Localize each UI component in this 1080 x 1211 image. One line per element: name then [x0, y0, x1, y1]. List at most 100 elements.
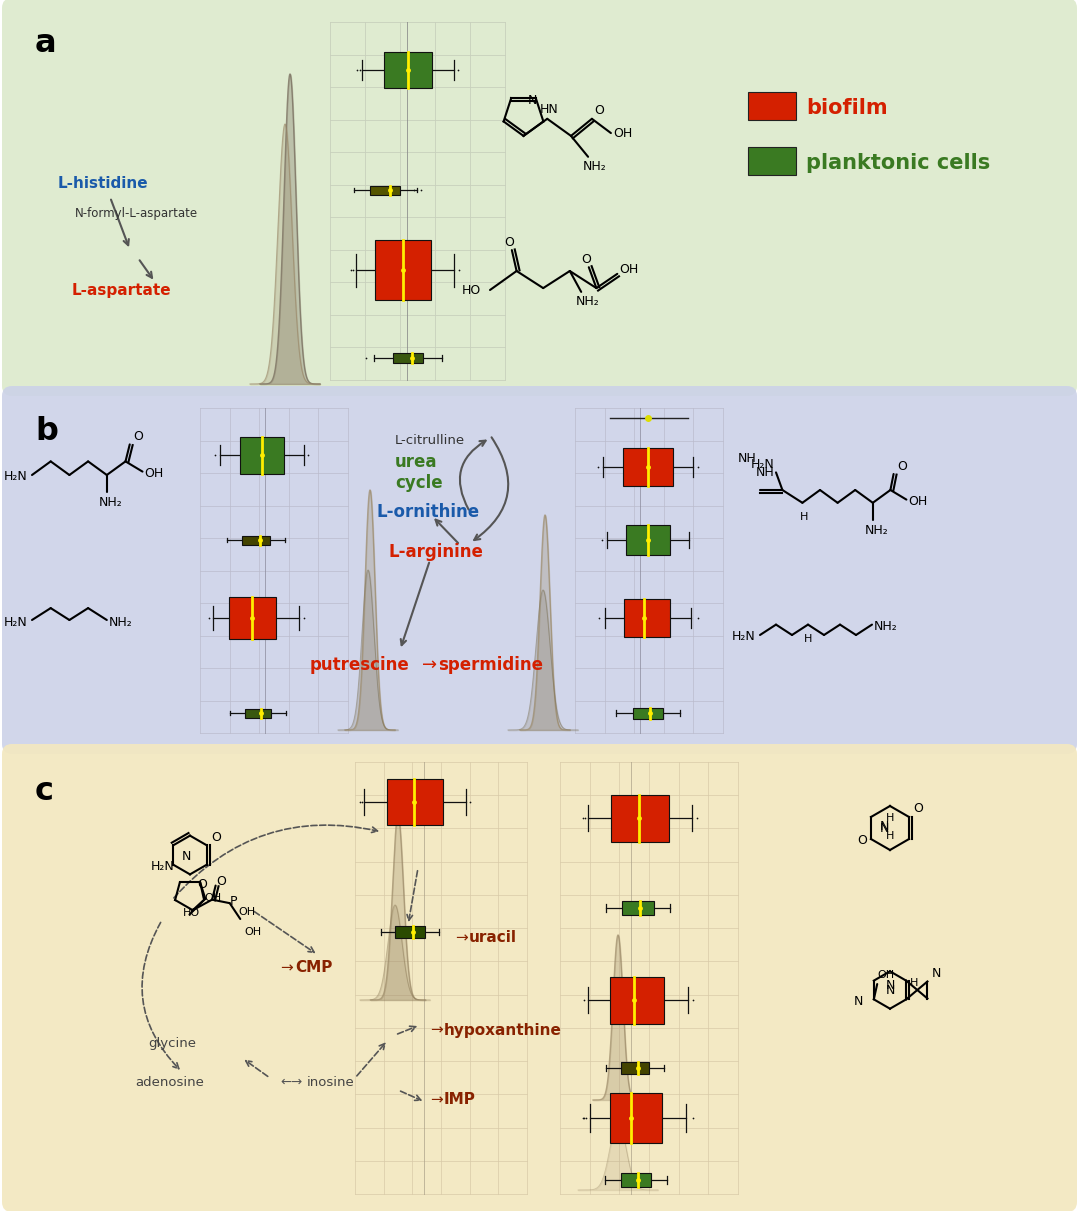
Text: L-citrulline: L-citrulline	[395, 434, 465, 447]
FancyBboxPatch shape	[2, 744, 1077, 1211]
Bar	[610, 794, 670, 842]
Text: NH₂: NH₂	[865, 524, 889, 536]
Text: HN: HN	[539, 103, 558, 116]
Bar	[748, 92, 796, 120]
Text: HO: HO	[184, 908, 201, 918]
Bar	[240, 436, 284, 474]
Text: N-formyl-L-aspartate: N-formyl-L-aspartate	[75, 207, 198, 219]
Text: c: c	[35, 776, 54, 808]
Bar	[626, 526, 670, 555]
Text: urea: urea	[395, 453, 437, 471]
Text: O: O	[594, 104, 604, 117]
Text: OH: OH	[204, 894, 221, 903]
Text: adenosine: adenosine	[135, 1075, 204, 1089]
Text: spermidine: spermidine	[438, 656, 543, 675]
Text: N: N	[854, 995, 863, 1008]
Text: ←→: ←→	[280, 1075, 302, 1089]
Text: cycle: cycle	[395, 474, 443, 492]
Text: →: →	[455, 930, 468, 946]
Text: O: O	[897, 459, 907, 472]
Text: hypoxanthine: hypoxanthine	[444, 1022, 562, 1038]
Text: a: a	[35, 29, 56, 59]
Text: H₂N: H₂N	[151, 860, 175, 873]
FancyBboxPatch shape	[2, 0, 1077, 396]
Text: N: N	[931, 968, 941, 980]
Text: OH: OH	[613, 127, 632, 139]
Text: planktonic cells: planktonic cells	[806, 153, 990, 173]
Text: NH₂: NH₂	[109, 615, 133, 629]
Text: N: N	[880, 821, 889, 834]
Text: NH₂: NH₂	[577, 295, 600, 309]
Text: H: H	[804, 633, 812, 643]
Text: b: b	[35, 417, 58, 448]
Text: H: H	[799, 512, 808, 522]
Text: L-aspartate: L-aspartate	[72, 282, 172, 298]
Text: OH: OH	[238, 907, 255, 917]
Text: biofilm: biofilm	[806, 98, 888, 117]
Bar	[395, 926, 424, 939]
Bar	[393, 352, 423, 363]
Text: L-arginine: L-arginine	[388, 543, 483, 561]
Text: H: H	[886, 831, 894, 840]
Text: NH: NH	[738, 452, 757, 465]
Bar	[621, 1062, 649, 1074]
Text: P: P	[230, 895, 238, 908]
Bar	[370, 185, 400, 195]
Text: H₂N: H₂N	[4, 615, 28, 629]
Text: H₂N: H₂N	[751, 458, 774, 471]
Text: CMP: CMP	[295, 960, 333, 976]
Text: NH₂: NH₂	[98, 495, 122, 509]
Text: uracil: uracil	[469, 930, 517, 946]
Bar	[242, 535, 270, 545]
Text: →: →	[280, 960, 293, 976]
Text: →: →	[430, 1022, 443, 1038]
Text: putrescine: putrescine	[310, 656, 409, 675]
Text: N: N	[886, 985, 895, 997]
Text: H₂N: H₂N	[4, 471, 28, 483]
FancyBboxPatch shape	[2, 386, 1077, 754]
Bar	[624, 599, 670, 637]
Text: N: N	[880, 820, 889, 832]
Text: O: O	[581, 253, 591, 265]
Text: O: O	[504, 236, 514, 248]
Bar	[623, 448, 673, 486]
Text: →: →	[422, 656, 437, 675]
Bar	[375, 240, 431, 300]
Bar	[633, 707, 663, 718]
Text: OH: OH	[878, 970, 895, 981]
Text: O: O	[197, 878, 207, 891]
Bar	[610, 1094, 662, 1143]
Bar	[229, 597, 276, 639]
Text: L-ornithine: L-ornithine	[376, 503, 480, 521]
Text: O: O	[134, 430, 144, 443]
Text: IMP: IMP	[444, 1092, 476, 1108]
Text: H: H	[886, 813, 894, 823]
Text: OH: OH	[619, 263, 638, 276]
Text: OH: OH	[244, 926, 261, 936]
Text: L-histidine: L-histidine	[58, 176, 149, 190]
Text: H: H	[910, 978, 919, 988]
Text: N: N	[183, 850, 191, 863]
Bar	[383, 52, 432, 88]
Text: H₂N: H₂N	[732, 631, 756, 643]
Text: O: O	[216, 876, 226, 888]
Text: OH: OH	[908, 495, 928, 509]
Bar	[610, 976, 664, 1023]
Text: NH₂: NH₂	[583, 160, 607, 173]
Text: NH: NH	[756, 465, 774, 478]
Bar	[621, 1173, 651, 1187]
Text: O: O	[913, 803, 923, 815]
Bar	[622, 901, 653, 916]
Text: O: O	[856, 834, 867, 848]
Bar	[387, 779, 443, 825]
Bar	[748, 147, 796, 176]
Text: NH₂: NH₂	[874, 620, 897, 633]
Text: N: N	[528, 93, 537, 107]
Text: HO: HO	[462, 283, 482, 297]
Text: inosine: inosine	[307, 1075, 354, 1089]
Text: glycine: glycine	[148, 1037, 195, 1050]
Bar	[245, 708, 271, 717]
Text: O: O	[211, 831, 220, 844]
Text: →: →	[430, 1092, 443, 1108]
Text: OH: OH	[145, 467, 164, 480]
